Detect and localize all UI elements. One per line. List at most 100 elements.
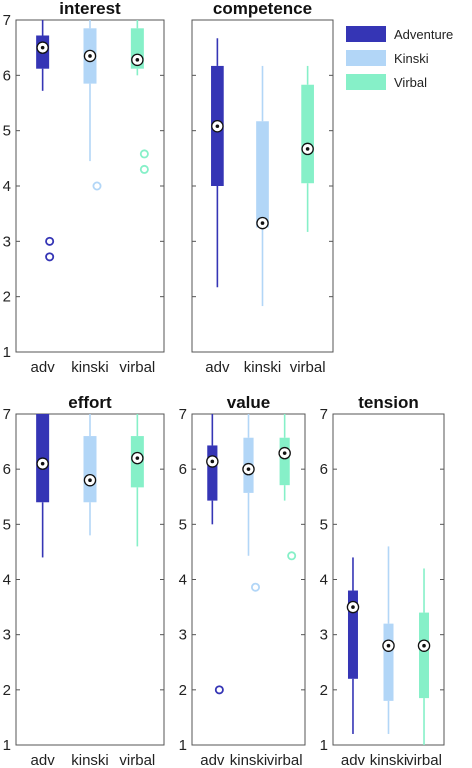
x-tick-label-adv: adv [341, 752, 366, 768]
outlier-point [139, 149, 149, 159]
box-virbal [278, 414, 297, 561]
x-tick-label-kinski: kinski [71, 359, 109, 376]
panel-value: value 1 2 3 4 5 6 7 adv kinski virbal [179, 393, 306, 768]
panel-competence: competence adv kinski virbal [191, 0, 334, 376]
median-dot [305, 147, 310, 151]
y-tick-label: 6 [320, 461, 328, 478]
y-tick-label: 2 [179, 682, 187, 699]
outlier-point [45, 236, 55, 246]
y-tick-label: 1 [179, 737, 187, 754]
median-dot [351, 605, 355, 609]
y-tick-label: 7 [179, 406, 187, 423]
median-dot [135, 58, 140, 62]
box-adventure [36, 414, 50, 558]
y-tick-label: 6 [179, 461, 187, 478]
box-adventure [206, 414, 224, 695]
y-tick-label: 2 [3, 682, 11, 699]
x-tick-label-adv: adv [205, 359, 230, 376]
iqr-box [256, 121, 269, 228]
x-tick-label-kinski: kinski [230, 752, 268, 768]
x-tick-label-virbal: virbal [119, 359, 155, 376]
legend-swatch-virbal [346, 74, 386, 90]
x-tick-label-adv: adv [200, 752, 225, 768]
median-dot [88, 54, 92, 58]
box-kinski [242, 414, 260, 592]
x-tick-label-virbal: virbal [406, 752, 442, 768]
y-tick-label: 6 [3, 67, 11, 84]
median-dot [210, 459, 215, 464]
iqr-box [279, 437, 290, 486]
y-tick-label: 3 [320, 627, 328, 644]
y-tick-label: 1 [320, 737, 328, 754]
y-tick-label: 5 [179, 516, 187, 533]
panel-title: effort [68, 393, 112, 412]
median-dot [40, 461, 45, 466]
y-tick-label: 5 [3, 123, 11, 140]
panel-title: value [227, 393, 270, 412]
outlier-point [214, 685, 224, 695]
outlier-point [139, 164, 149, 174]
panel-interest: interest 1 2 3 4 5 6 7 adv kinski virbal [3, 0, 165, 376]
y-tick-label: 7 [3, 406, 11, 423]
legend-swatch-kinski [346, 50, 386, 66]
legend-label-adventure: Adventure [394, 27, 453, 42]
box-kinski [382, 546, 395, 734]
median-dot [215, 124, 220, 129]
panel-effort: effort 1 2 3 4 5 6 7 adv kinski virbal [3, 393, 165, 768]
box-kinski [83, 20, 102, 191]
iqr-box [207, 445, 218, 501]
x-tick-label-virbal: virbal [290, 359, 326, 376]
median-dot [135, 456, 140, 460]
iqr-box [83, 436, 97, 503]
x-tick-label-virbal: virbal [119, 752, 155, 768]
y-tick-label: 2 [320, 682, 328, 699]
y-tick-label: 3 [3, 233, 11, 250]
box-virbal [130, 20, 149, 174]
legend-swatch-adventure [346, 26, 386, 42]
median-dot [88, 478, 92, 483]
median-dot [260, 221, 265, 225]
y-tick-label: 5 [3, 516, 11, 533]
y-tick-label: 3 [179, 627, 187, 644]
median-dot [386, 643, 391, 648]
x-tick-label-kinski: kinski [71, 752, 109, 768]
box-virbal [130, 414, 144, 547]
y-tick-label: 7 [320, 406, 328, 423]
median-dot [282, 451, 287, 455]
box-virbal [417, 568, 431, 745]
y-tick-label: 4 [320, 572, 328, 589]
outlier-point [250, 582, 260, 592]
box-virbal [301, 65, 314, 232]
legend-label-kinski: Kinski [394, 51, 429, 66]
y-tick-label: 4 [3, 178, 11, 195]
y-tick-label: 4 [3, 572, 11, 589]
median-dot [40, 45, 45, 50]
y-tick-label: 7 [3, 12, 11, 29]
y-tick-label: 3 [3, 627, 11, 644]
x-tick-label-kinski: kinski [370, 752, 408, 768]
x-tick-label-kinski: kinski [244, 359, 282, 376]
panel-title: competence [213, 0, 312, 18]
legend-label-virbal: Virbal [394, 75, 427, 90]
outlier-point [287, 551, 297, 561]
x-tick-label-adv: adv [31, 359, 56, 376]
y-tick-label: 6 [3, 461, 11, 478]
iqr-box [347, 590, 358, 679]
y-tick-label: 2 [3, 289, 11, 306]
box-kinski [83, 414, 97, 536]
legend: Adventure Kinski Virbal [346, 26, 453, 90]
median-dot [246, 467, 251, 471]
outlier-point [92, 181, 102, 191]
x-tick-label-adv: adv [31, 752, 56, 768]
median-dot [422, 643, 426, 648]
y-tick-label: 1 [3, 737, 11, 754]
box-kinski [256, 65, 269, 307]
y-tick-label: 4 [179, 572, 187, 589]
box-adventure [211, 38, 224, 288]
panel-title: interest [59, 0, 121, 18]
y-tick-label: 5 [320, 516, 328, 533]
box-adventure [346, 557, 360, 734]
y-tick-label: 1 [3, 344, 11, 361]
